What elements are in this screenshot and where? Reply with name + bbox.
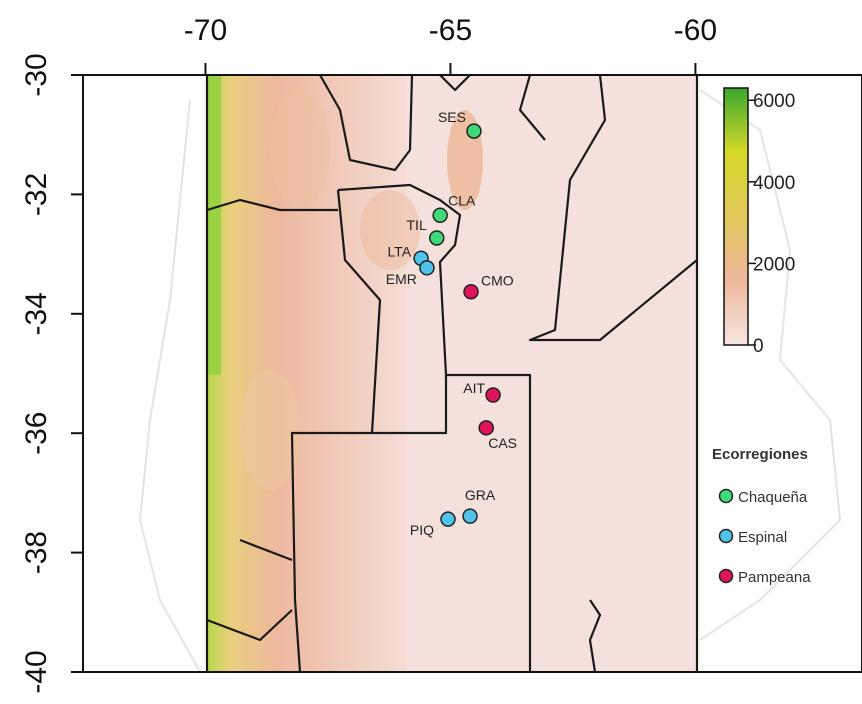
station-label: AIT <box>463 380 485 396</box>
x-tick-label: -60 <box>674 14 717 47</box>
station-point <box>420 261 434 275</box>
station-point <box>430 231 444 245</box>
legend-marker <box>720 490 733 503</box>
station-point <box>441 512 455 526</box>
y-tick-label: -38 <box>20 531 53 574</box>
y-tick-label: -40 <box>20 650 53 693</box>
station-point <box>486 388 500 402</box>
colorbar-label: 2000 <box>753 254 795 275</box>
map: 0 2000 4000 6000 Ecorregiones -70 -65 -60 -30 -… <box>0 0 862 704</box>
y-tick-label: -30 <box>20 53 53 96</box>
station-label: LTA <box>387 243 411 259</box>
station-label: EMR <box>386 271 417 287</box>
x-tick-label: -65 <box>429 14 472 47</box>
station-label: SES <box>438 109 466 125</box>
colorbar-label: 6000 <box>753 91 795 112</box>
y-tick-label: -36 <box>20 412 53 455</box>
y-tick-label: -34 <box>20 292 53 335</box>
colorbar-gradient <box>724 88 748 345</box>
legend-label: Espinal <box>738 529 787 546</box>
legend-title: Ecorregiones <box>712 446 808 463</box>
legend-label: Chaqueña <box>738 489 808 506</box>
station-point <box>467 124 481 138</box>
station-label: GRA <box>465 487 496 503</box>
colorbar-label: 0 <box>753 336 764 357</box>
station-label: PIQ <box>410 522 434 538</box>
x-tick-label: -70 <box>184 14 227 47</box>
station-label: TIL <box>407 217 427 233</box>
station-point <box>479 421 493 435</box>
station-label: CMO <box>481 273 514 289</box>
y-tick-label: -32 <box>20 173 53 216</box>
legend-marker <box>720 570 733 583</box>
station-label: CAS <box>488 435 517 451</box>
station-label: CLA <box>448 192 476 208</box>
legend-label: Pampeana <box>738 569 811 586</box>
legend-marker <box>720 530 733 543</box>
station-point <box>463 509 477 523</box>
colorbar-label: 4000 <box>753 173 795 194</box>
station-point <box>464 285 478 299</box>
station-point <box>433 208 447 222</box>
